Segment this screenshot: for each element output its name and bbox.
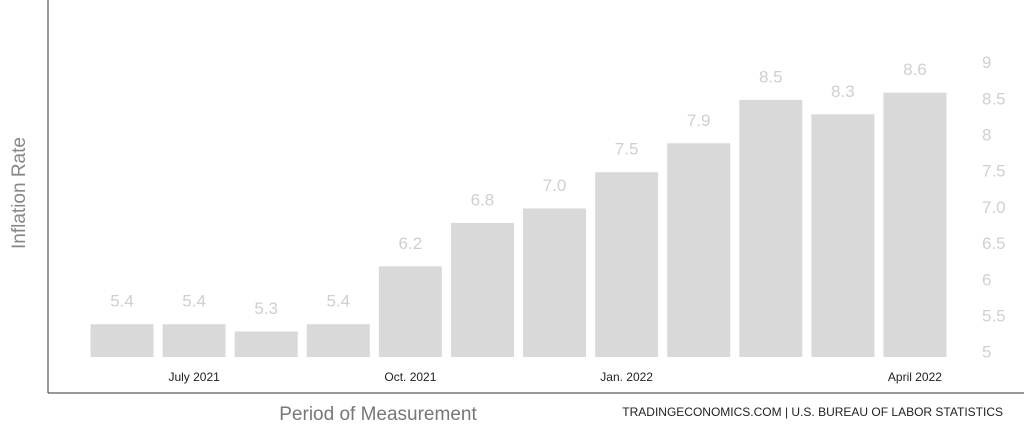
- value-label: 8.3: [831, 82, 855, 101]
- bar: [739, 99, 803, 358]
- x-tick-label: Oct. 2021: [384, 370, 436, 384]
- x-axis-label: Period of Measurement: [279, 404, 477, 425]
- y-tick-label: 8.5: [982, 89, 1006, 108]
- bar: [667, 143, 731, 357]
- value-label: 7.9: [687, 111, 711, 130]
- y-axis-label: Inflation Rate: [9, 137, 30, 249]
- value-label: 6.8: [471, 190, 495, 209]
- x-tick-label: April 2022: [888, 370, 942, 384]
- value-label: 5.3: [254, 299, 278, 318]
- x-tick-label: Jan. 2022: [600, 370, 653, 384]
- bar: [162, 324, 226, 357]
- source: TRADINGECONOMICS.COM | U.S. BUREAU OF LA…: [622, 405, 1003, 419]
- y-tick-label: 5.5: [982, 306, 1006, 325]
- y-tick-label: 8: [982, 126, 991, 145]
- bar: [234, 331, 298, 357]
- bar: [450, 222, 514, 357]
- y-tick-label: 5: [982, 343, 991, 362]
- value-label: 6.2: [399, 234, 423, 253]
- value-label: 8.5: [759, 67, 783, 86]
- bar: [595, 172, 659, 357]
- value-label: 7.5: [615, 140, 639, 159]
- y-tick-label: 6: [982, 270, 991, 289]
- bar: [883, 92, 947, 358]
- y-tick-label: 7.0: [982, 198, 1006, 217]
- bar: [90, 324, 154, 357]
- value-label: 5.4: [182, 292, 206, 311]
- value-label: 7.0: [543, 176, 567, 195]
- y-tick-label: 9: [982, 53, 991, 72]
- bar: [811, 114, 875, 357]
- value-label: 5.4: [110, 292, 134, 311]
- y-tick-label: 7.5: [982, 162, 1006, 181]
- bar: [378, 266, 442, 357]
- value-label: 5.4: [326, 292, 350, 311]
- x-tick-label: July 2021: [168, 370, 220, 384]
- bar: [523, 208, 587, 357]
- value-label: 8.6: [903, 60, 927, 79]
- y-tick-label: 6.5: [982, 234, 1006, 253]
- bar: [306, 324, 370, 357]
